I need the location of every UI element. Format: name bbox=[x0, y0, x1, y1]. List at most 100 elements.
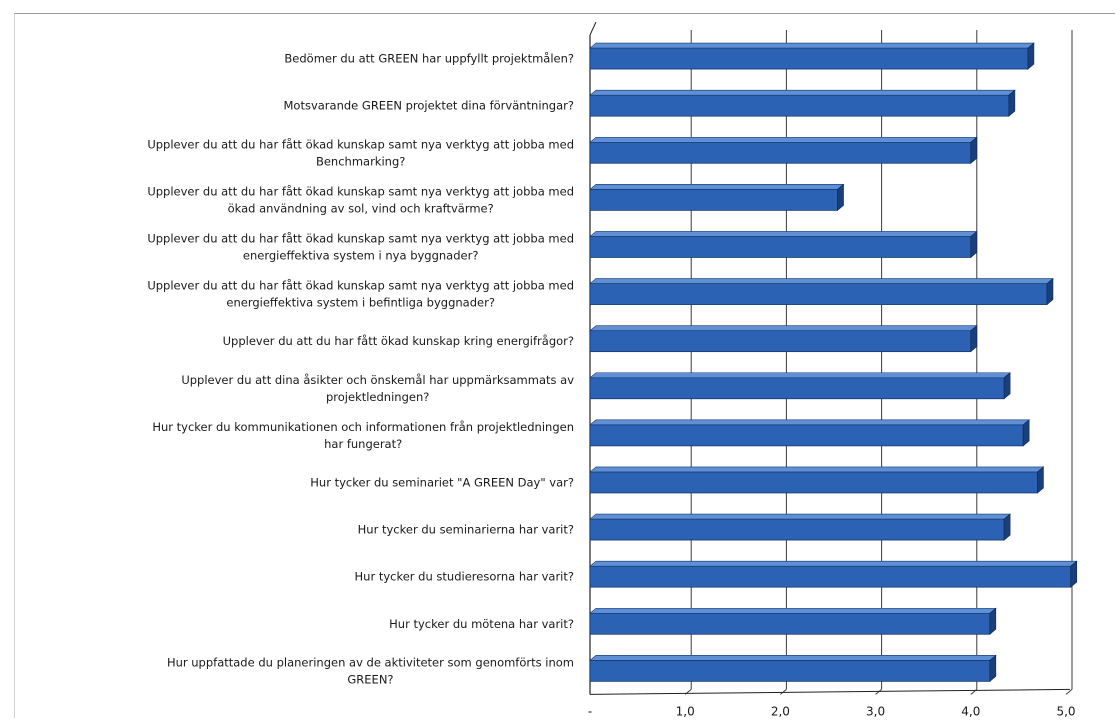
bar-front-2 bbox=[589, 141, 972, 164]
bar-front-3 bbox=[589, 188, 838, 211]
bar-top-9 bbox=[589, 466, 1045, 473]
category-label-9-line-0: Hur tycker du seminariet "A GREEN Day" v… bbox=[310, 475, 574, 489]
category-label-5: Upplever du att du har fått ökad kunskap… bbox=[147, 279, 574, 310]
bar-6 bbox=[589, 325, 978, 353]
bar-side-13 bbox=[989, 654, 997, 682]
bar-side-10 bbox=[1003, 513, 1011, 541]
x-tick-label-0: - bbox=[588, 704, 592, 718]
bar-side-6 bbox=[970, 325, 978, 353]
category-label-5-line-1: energieffektiva system i befintliga bygg… bbox=[226, 296, 495, 310]
bar-front-6 bbox=[589, 330, 972, 353]
axis bbox=[589, 21, 1071, 695]
bar-side-1 bbox=[1008, 89, 1016, 117]
bar-5 bbox=[589, 277, 1054, 306]
bar-top-12 bbox=[589, 607, 997, 614]
category-label-0-line-0: Bedömer du att GREEN har uppfyllt projek… bbox=[284, 52, 574, 66]
category-label-4-line-0: Upplever du att du har fått ökad kunskap… bbox=[147, 231, 574, 245]
bar-top-1 bbox=[589, 89, 1016, 96]
category-label-5-line-0: Upplever du att du har fått ökad kunskap… bbox=[147, 279, 574, 293]
bar-top-13 bbox=[589, 655, 997, 661]
category-label-2-line-0: Upplever du att du har fått ökad kunskap… bbox=[147, 137, 574, 151]
category-label-10: Hur tycker du seminarierna har varit? bbox=[358, 523, 574, 537]
x-tick-label-4: 4,0 bbox=[961, 704, 980, 718]
category-label-2-line-1: Benchmarking? bbox=[316, 154, 405, 168]
bar-top-11 bbox=[589, 560, 1078, 567]
category-label-2: Upplever du att du har fått ökad kunskap… bbox=[147, 137, 574, 168]
bar-side-11 bbox=[1070, 560, 1078, 588]
bar-top-6 bbox=[589, 325, 978, 331]
bar-top-4 bbox=[589, 231, 978, 237]
bar-front-11 bbox=[589, 565, 1072, 588]
bar-side-5 bbox=[1046, 277, 1054, 306]
category-label-8-line-1: har fungerat? bbox=[324, 437, 402, 451]
category-label-7: Upplever du att dina åsikter och önskemå… bbox=[181, 373, 574, 404]
x-tick-label-2: 2,0 bbox=[771, 704, 790, 718]
bar-7 bbox=[589, 372, 1011, 400]
bars bbox=[589, 42, 1078, 682]
bar-side-12 bbox=[989, 607, 997, 635]
category-label-6-line-0: Upplever du att du har fått ökad kunskap… bbox=[223, 334, 574, 348]
category-label-13-line-1: GREEN? bbox=[347, 672, 393, 686]
bar-side-3 bbox=[837, 183, 844, 211]
bar-front-9 bbox=[589, 471, 1038, 494]
bar-side-4 bbox=[970, 230, 978, 259]
gridline-foot-5 bbox=[1065, 689, 1073, 695]
bar-front-8 bbox=[589, 424, 1024, 447]
category-label-6: Upplever du att du har fått ökad kunskap… bbox=[223, 334, 574, 348]
bar-top-7 bbox=[589, 372, 1011, 379]
category-label-0: Bedömer du att GREEN har uppfyllt projek… bbox=[284, 52, 574, 66]
category-label-11-line-0: Hur tycker du studieresorna har varit? bbox=[355, 570, 574, 584]
category-label-3: Upplever du att du har fått ökad kunskap… bbox=[147, 184, 574, 215]
category-label-7-line-1: projektledningen? bbox=[326, 390, 429, 404]
category-label-4-line-1: energieffektiva system i nya byggnader? bbox=[243, 248, 479, 262]
bar-1 bbox=[589, 89, 1016, 117]
gridline-foot-3 bbox=[875, 689, 882, 695]
bar-side-7 bbox=[1003, 372, 1011, 400]
bar-front-7 bbox=[589, 377, 1005, 400]
bar-11 bbox=[589, 560, 1078, 588]
bar-2 bbox=[589, 136, 978, 164]
bar-front-12 bbox=[589, 612, 991, 635]
bar-side-0 bbox=[1027, 42, 1035, 70]
bar-side-2 bbox=[970, 136, 978, 164]
y-axis-top-edge bbox=[589, 21, 597, 36]
grid-lines bbox=[684, 30, 1073, 695]
category-label-8-line-0: Hur tycker du kommunikationen och inform… bbox=[152, 420, 574, 434]
bar-10 bbox=[589, 513, 1011, 541]
category-label-1-line-0: Motsvarande GREEN projektet dina förvänt… bbox=[284, 99, 575, 113]
bar-front-5 bbox=[589, 283, 1048, 305]
x-axis-line bbox=[589, 688, 1071, 695]
x-tick-labels: - 1,0 2,0 3,0 4,0 5,0 bbox=[588, 704, 1076, 718]
bar-13 bbox=[589, 654, 997, 682]
bar-side-9 bbox=[1037, 466, 1044, 494]
chart-frame bbox=[14, 13, 1115, 718]
bar-front-4 bbox=[589, 236, 972, 258]
category-label-12-line-0: Hur tycker du mötena har varit? bbox=[389, 617, 574, 631]
category-label-10-line-0: Hur tycker du seminarierna har varit? bbox=[358, 523, 574, 537]
category-label-11: Hur tycker du studieresorna har varit? bbox=[355, 570, 574, 584]
bar-4 bbox=[589, 230, 978, 259]
category-label-13-line-0: Hur uppfattade du planeringen av de akti… bbox=[167, 655, 574, 669]
bar-3 bbox=[589, 183, 845, 211]
bar-front-13 bbox=[589, 659, 991, 682]
bar-12 bbox=[589, 607, 997, 635]
bar-top-5 bbox=[589, 278, 1054, 284]
bar-top-3 bbox=[589, 184, 845, 190]
category-label-9: Hur tycker du seminariet "A GREEN Day" v… bbox=[310, 475, 574, 489]
bar-8 bbox=[589, 419, 1030, 447]
x-tick-label-5: 5,0 bbox=[1056, 704, 1075, 718]
bar-top-0 bbox=[589, 42, 1035, 49]
category-label-13: Hur uppfattade du planeringen av de akti… bbox=[167, 655, 574, 686]
bar-top-2 bbox=[589, 136, 978, 143]
category-labels: Bedömer du att GREEN har uppfyllt projek… bbox=[147, 52, 574, 687]
bar-0 bbox=[589, 42, 1035, 70]
bar-front-0 bbox=[589, 47, 1029, 70]
category-label-4: Upplever du att du har fått ökad kunskap… bbox=[147, 231, 574, 262]
bar-top-8 bbox=[589, 419, 1030, 426]
bar-front-1 bbox=[589, 94, 1010, 117]
bar-front-10 bbox=[589, 518, 1005, 541]
category-label-12: Hur tycker du mötena har varit? bbox=[389, 617, 574, 631]
bar-side-8 bbox=[1022, 419, 1030, 447]
bar-top-10 bbox=[589, 513, 1011, 520]
category-label-7-line-0: Upplever du att dina åsikter och önskemå… bbox=[181, 373, 574, 387]
